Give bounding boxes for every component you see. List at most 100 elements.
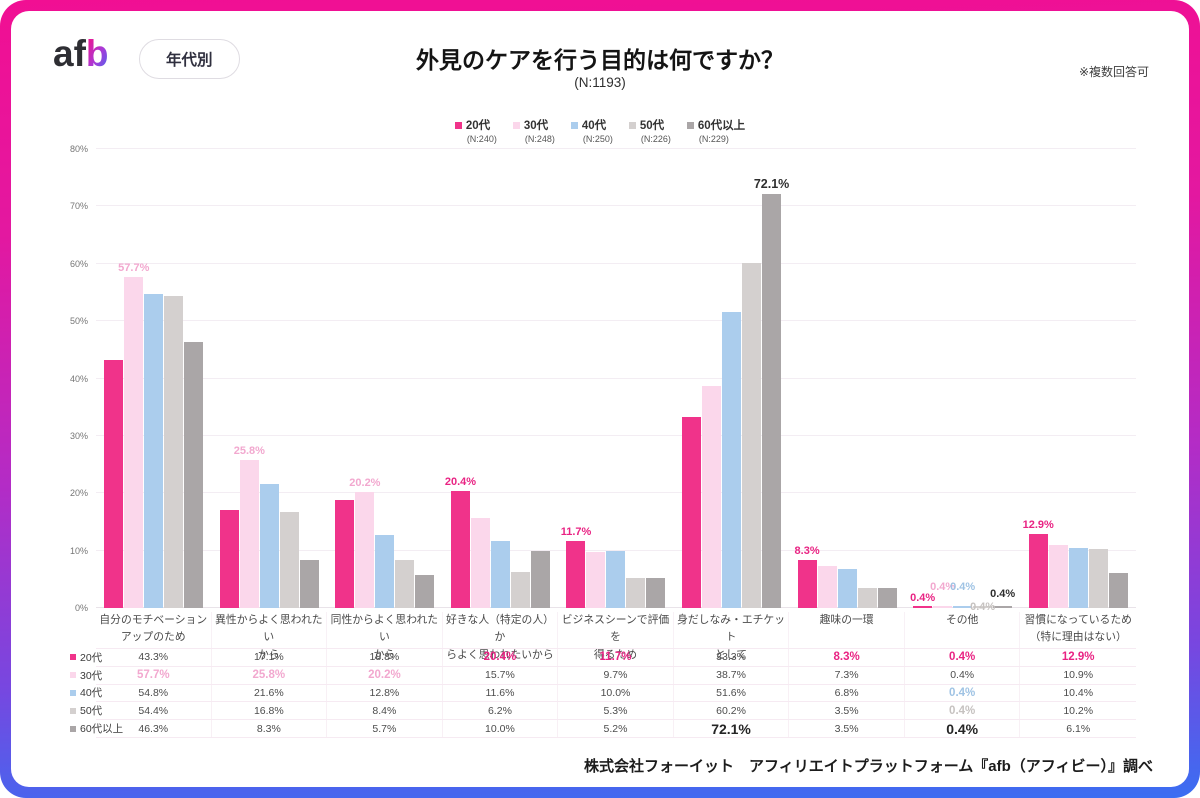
bar <box>164 295 184 608</box>
legend-item: 50代 (N:226) <box>628 117 671 144</box>
bar-slot <box>817 149 837 608</box>
gridline <box>96 434 1136 436</box>
table-cell: 11.7% <box>558 649 674 666</box>
legend-label: 20代 <box>465 120 491 132</box>
bar <box>355 492 375 608</box>
table-row-label: 20代 <box>70 650 102 665</box>
category-label: 身だしなみ・エチケット として <box>674 612 790 664</box>
row-swatch <box>70 672 76 679</box>
table-cell-value: 10.2% <box>1063 704 1094 717</box>
bar-slot: 8.3% <box>795 149 820 608</box>
table-cell-value: 5.7% <box>372 722 397 735</box>
bar <box>933 605 953 608</box>
table-cell: 33.3% <box>674 649 790 666</box>
bar <box>395 559 415 608</box>
bar-group: 20.4% <box>443 149 559 608</box>
bar <box>259 484 279 608</box>
legend-label: 50代 <box>639 120 665 132</box>
bar <box>530 550 550 608</box>
y-axis-tick: 0% <box>74 603 88 613</box>
bar-slot <box>606 149 626 608</box>
bar-slot <box>1108 149 1128 608</box>
bar <box>1048 545 1068 608</box>
table-cell: 54.8% <box>96 684 212 702</box>
bar-slot <box>470 149 490 608</box>
gridline <box>96 262 1136 264</box>
category-label-line: （特に理由はない） <box>1029 631 1127 644</box>
table-cell: 21.6% <box>212 684 328 702</box>
category-label-line: 身だしなみ・エチケット <box>677 614 786 644</box>
table-row: 40代 54.8% 21.6% 12.8% 11.6% 10.0% 51.6% 6.8% 0.4… <box>70 684 1136 703</box>
bar-slot <box>702 149 722 608</box>
bar-slot <box>857 149 877 608</box>
table-cell-value: 54.4% <box>138 704 169 717</box>
bar <box>279 511 299 608</box>
y-axis-tick: 30% <box>69 430 88 441</box>
bar <box>626 577 646 608</box>
logo-text-accent: b <box>85 33 109 74</box>
bar-slot <box>877 149 897 608</box>
table-cell-value: 3.5% <box>834 722 859 735</box>
legend-swatch-row: 40代 <box>570 117 613 133</box>
bar <box>566 540 586 608</box>
legend-n-count: (N:229) <box>698 134 729 144</box>
category-label-line: 同性からよく思われたい <box>330 614 439 644</box>
bar-slot <box>837 149 857 608</box>
table-cell-value: 25.8% <box>252 669 286 682</box>
category-label-line: 得るため <box>593 648 638 661</box>
gridline <box>96 549 1136 551</box>
bar-value-label: 0.4% <box>950 580 976 593</box>
category-label: 同性からよく思われたい から <box>327 612 443 664</box>
category-label-line: 自分のモチベーション <box>99 614 208 626</box>
bar <box>762 194 782 608</box>
legend-label: 40代 <box>581 120 607 132</box>
bar-value-label: 0.4% <box>930 580 956 593</box>
bar <box>470 517 490 608</box>
bar-slot: 12.9% <box>1023 149 1054 608</box>
multiple-answers-note: ※複数回答可 <box>1078 65 1149 79</box>
table-cell: 0.4% <box>905 649 1021 666</box>
legend-swatch-row: 30代 <box>512 117 555 133</box>
row-swatch <box>70 725 76 732</box>
row-swatch <box>70 689 76 696</box>
table-cell-value: 46.3% <box>138 722 169 735</box>
y-axis-tick: 80% <box>69 144 88 154</box>
table-cell-value: 21.6% <box>253 686 284 699</box>
gridline <box>96 148 1136 149</box>
table-cell-value: 38.7% <box>716 669 746 682</box>
table-cell: 38.7% <box>674 666 790 684</box>
table-cell-value: 12.8% <box>369 686 400 699</box>
table-cell-value: 0.4% <box>949 651 976 664</box>
row-age-label: 60代以上 <box>80 723 124 736</box>
table-row: 20代 43.3% 17.1% 18.8% 20.4% 11.7% 33.3% 8.3% 0.4… <box>70 648 1136 667</box>
bar-slot <box>510 149 530 608</box>
y-axis-tick: 10% <box>69 545 88 556</box>
table-cell-value: 8.3% <box>833 651 860 664</box>
table-cell-value: 6.8% <box>834 686 859 699</box>
bar-value-label: 12.9% <box>1022 519 1054 531</box>
bar-slot <box>279 149 299 608</box>
table-cell: 5.3% <box>558 702 674 720</box>
bar-slot <box>299 149 319 608</box>
bar <box>817 566 837 608</box>
bar-slot <box>415 149 435 608</box>
table-cell-value: 10.4% <box>1063 686 1094 699</box>
bar-slot: 0.4% <box>970 149 995 613</box>
bar-group: 20.2% <box>327 149 443 608</box>
bar-slot <box>626 149 646 608</box>
gridline <box>96 492 1136 494</box>
bar-slot <box>104 149 124 608</box>
bar <box>490 541 510 608</box>
table-cell: 25.8% <box>212 666 328 684</box>
table-cell: 3.5% <box>789 720 905 737</box>
bar-slot <box>742 149 762 608</box>
bar <box>586 552 606 608</box>
table-cell-value: 6.1% <box>1066 722 1091 735</box>
table-cell-value: 33.3% <box>716 651 746 664</box>
table-cell-value: 8.4% <box>372 704 397 717</box>
bar <box>219 509 239 608</box>
category-label: 好きな人（特定の人）か らよく思われたいから <box>443 612 559 664</box>
legend-n-count: (N:248) <box>524 134 555 144</box>
bar-slot: 25.8% <box>234 149 265 608</box>
legend-label: 60代以上 <box>697 120 746 132</box>
